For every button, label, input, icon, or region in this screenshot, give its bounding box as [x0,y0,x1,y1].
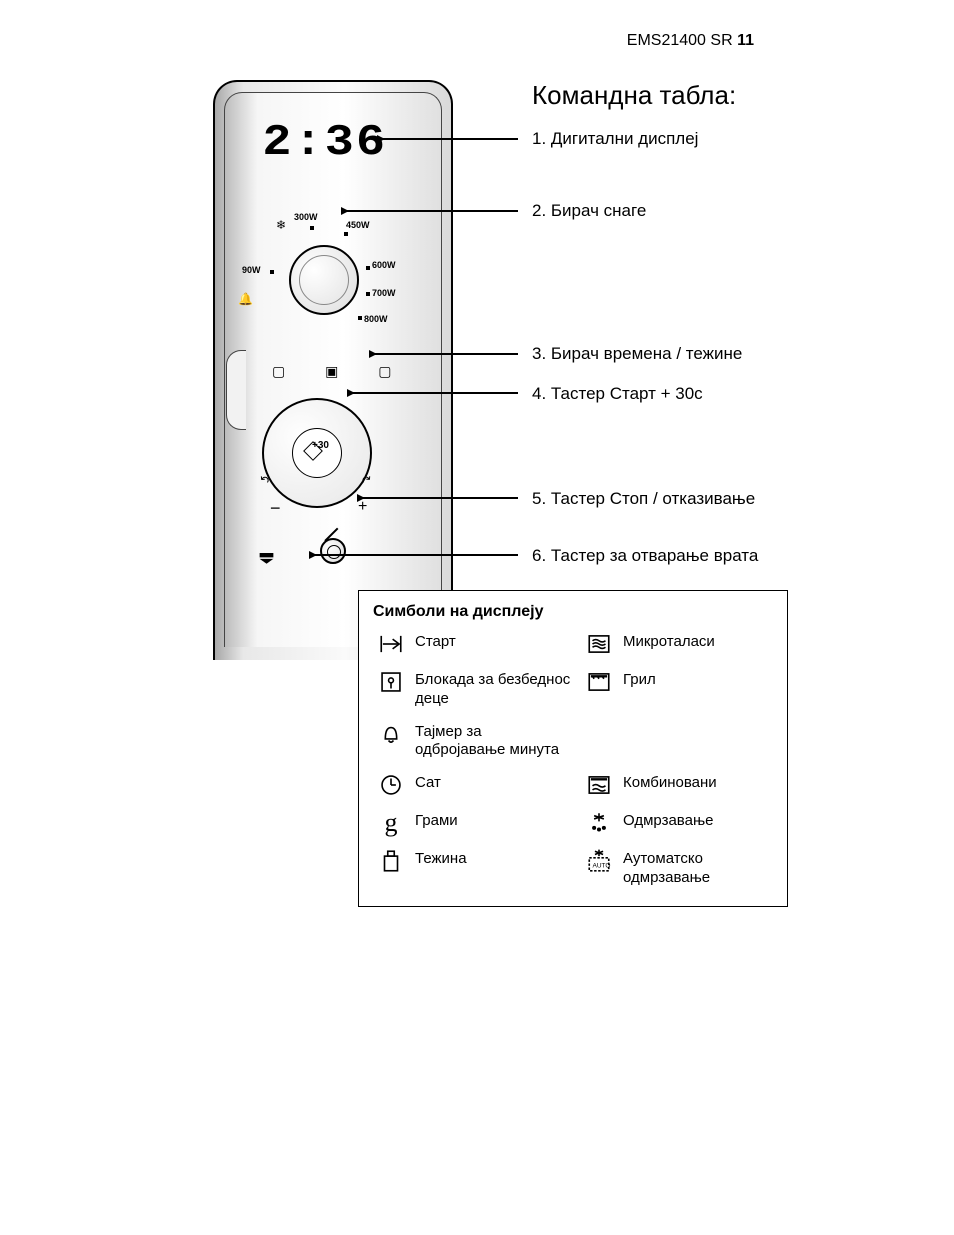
power-600w: 600W [372,260,396,270]
combi-icon [581,772,617,798]
bell-icon: 🔔 [238,292,253,306]
pointer-line [370,353,518,355]
power-dial: 90W 300W 450W 600W 700W 800W ❄ 🔔 [254,210,404,360]
symbols-grid: Старт Микроталаси Блокада за безбеднос дец… [373,631,773,888]
symbol-label: Блокада за безбеднос деце [415,669,575,709]
pointer-arrowhead [309,551,317,559]
dial-dot [358,316,362,320]
minus-icon: − [270,498,281,519]
time-weight-dial: +30 − + ↶ ↷ [262,398,372,508]
dial-dot [344,232,348,236]
weight-icon [373,848,409,874]
pointer-line [342,210,518,212]
label-item: 2. Бирач снаге [532,200,646,222]
label-item: 3. Бирач времена / тежине [532,343,742,365]
dial-dot [270,270,274,274]
plus-30-label: +30 [312,440,329,451]
page-number: 11 [737,32,754,49]
panel-side-notch [226,350,246,430]
power-450w: 450W [346,220,370,230]
section-title: Командна табла: [532,80,736,111]
power-700w: 700W [372,288,396,298]
label-item: 6. Тастер за отварање врата [532,545,758,567]
pointer-line [358,497,518,499]
symbol-label: Грами [415,810,575,831]
symbols-title: Симболи на дисплеју [373,603,773,621]
door-open-icon: ⏏ [258,548,275,569]
pointer-arrowhead [377,135,385,143]
svg-text:AUTO: AUTO [593,863,611,870]
pointer-arrowhead [341,207,349,215]
power-dial-knob-inner [299,255,349,305]
pointer-arrowhead [357,494,365,502]
pointer-line [378,138,518,140]
model-code: EMS21400 SR [627,32,733,49]
micro-icon [581,631,617,657]
dial-dot [366,266,370,270]
control-panel-figure: 2:36 90W 300W 450W 600W 700W 800W ❄ 🔔 ▢ … [190,70,490,670]
label-item: 1. Дигитални дисплеј [532,128,698,150]
symbol-label: Тајмер за одбројавање минута [415,721,575,761]
symbol-label: Тежина [415,848,575,869]
label-item: 4. Тастер Старт + 30с [532,383,703,405]
display-symbols-box: Симболи на дисплеју Старт Микроталаси Блок… [358,590,788,907]
symbol-label: Сат [415,772,575,793]
pointer-line [348,392,518,394]
defrost-icon: ❄ [276,218,286,232]
g-icon: g [373,810,409,836]
pointer-line [310,554,518,556]
start-icon [373,631,409,657]
clock-icon [373,772,409,798]
symbol-label: Одмрзавање [623,810,773,831]
power-800w: 800W [364,314,388,324]
page: EMS21400 SR 11 2:36 90W 300W 450W 600W 7… [0,0,954,1235]
dial-dot [310,226,314,230]
symbol-label: Аутоматско одмрзавање [623,848,773,888]
symbol-label: Старт [415,631,575,652]
bell-icon [373,721,409,747]
power-90w: 90W [242,265,261,275]
stop-cancel-button [320,538,346,564]
power-300w: 300W [294,212,318,222]
label-item: 5. Тастер Стоп / отказивање [532,488,755,510]
lock-icon [373,669,409,695]
pointer-arrowhead [369,350,377,358]
mode-icons-row: ▢ ▣ ▢ [272,363,409,380]
defrost-icon [581,810,617,836]
symbol-label: Грил [623,669,773,690]
pointer-arrowhead [347,389,355,397]
symbol-label: Комбиновани [623,772,773,793]
page-header: EMS21400 SR 11 [627,32,754,50]
symbol-label [623,721,773,723]
dial-dot [366,292,370,296]
digital-display: 2:36 [262,118,387,168]
symbol-label: Микроталаси [623,631,773,652]
grill-icon [581,669,617,695]
auto-icon: AUTO [581,848,617,874]
